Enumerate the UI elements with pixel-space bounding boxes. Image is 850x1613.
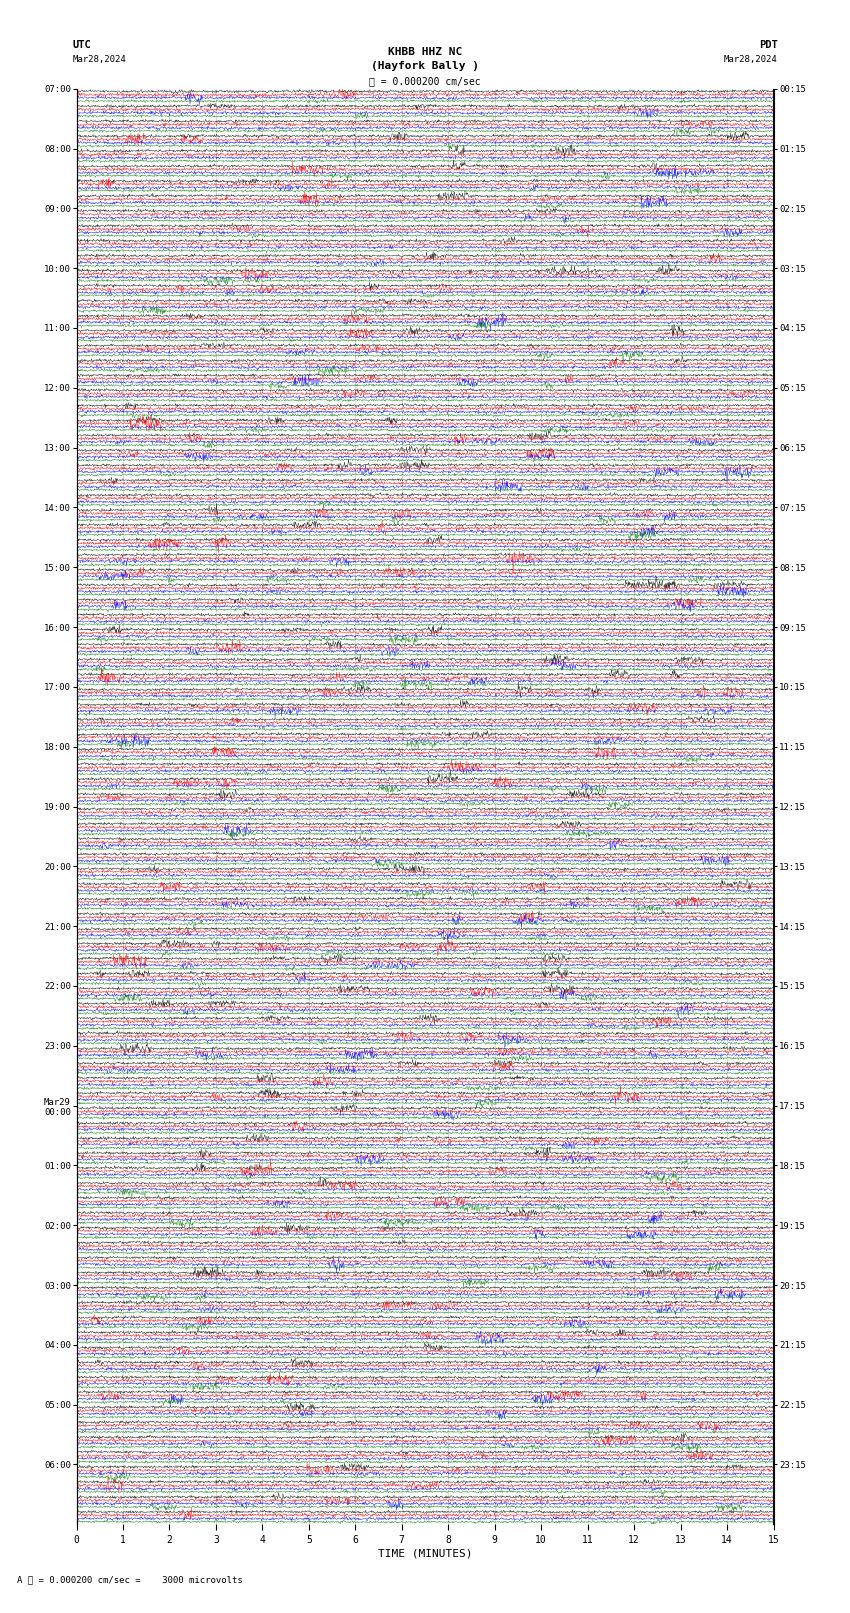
Text: KHBB HHZ NC: KHBB HHZ NC [388, 47, 462, 56]
Text: Mar28,2024: Mar28,2024 [724, 55, 778, 65]
Text: Mar28,2024: Mar28,2024 [72, 55, 126, 65]
Text: PDT: PDT [759, 40, 778, 50]
Text: UTC: UTC [72, 40, 91, 50]
Text: ⎳ = 0.000200 cm/sec: ⎳ = 0.000200 cm/sec [369, 76, 481, 85]
X-axis label: TIME (MINUTES): TIME (MINUTES) [377, 1548, 473, 1558]
Text: (Hayfork Bally ): (Hayfork Bally ) [371, 61, 479, 71]
Text: A ⎳ = 0.000200 cm/sec =    3000 microvolts: A ⎳ = 0.000200 cm/sec = 3000 microvolts [17, 1574, 243, 1584]
